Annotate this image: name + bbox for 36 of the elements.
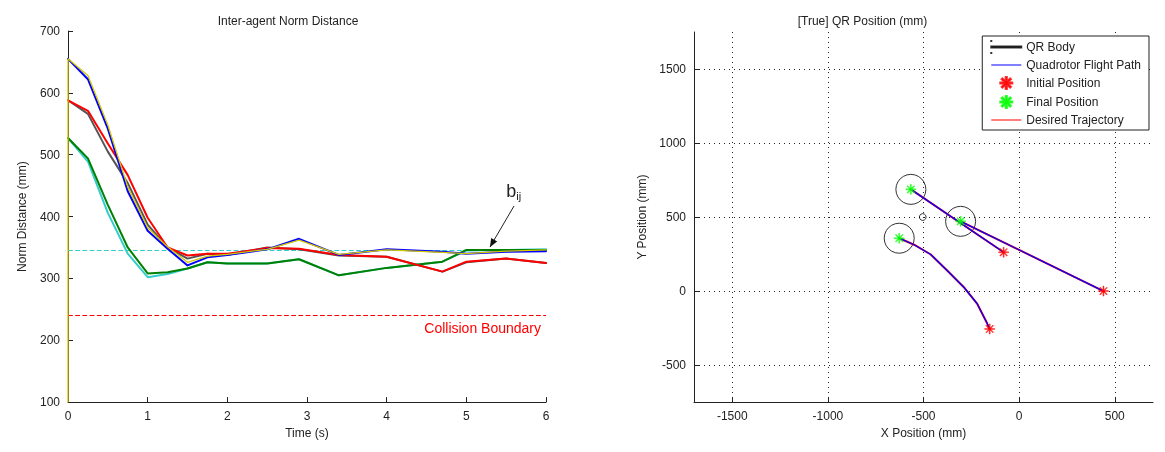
legend-label: Final Position [1026, 95, 1099, 109]
chart-title: Inter-agent Norm Distance [217, 14, 359, 28]
x-tick-label: 0 [1015, 409, 1023, 424]
y-tick-label: 1000 [659, 136, 687, 151]
y-tick-label: 700 [39, 24, 61, 38]
x-tick-label: 0 [64, 409, 72, 424]
x-axis-title: Time (s) [285, 426, 329, 440]
x-tick-label: 6 [542, 409, 550, 424]
legend-label: Quadrotor Flight Path [1026, 58, 1142, 72]
y-tick-label: 1500 [659, 62, 687, 77]
x-tick-label: -500 [911, 409, 936, 424]
x-axis-title: X Position (mm) [880, 426, 967, 440]
x-tick-label: -1500 [716, 409, 748, 424]
legend-label: QR Body [1026, 40, 1075, 54]
y-tick-label: 500 [39, 147, 61, 162]
legend-label: Initial Position [1026, 76, 1101, 90]
x-tick-label: -1000 [812, 409, 844, 424]
x-tick-label: 500 [1104, 409, 1126, 424]
chart-title: [True] QR Position (mm) [797, 14, 928, 28]
x-tick-label: 2 [223, 409, 231, 424]
x-tick-label: 4 [383, 409, 391, 424]
legend-label: Desired Trajectory [1026, 113, 1124, 127]
ref-line-label: Collision Boundary [424, 319, 541, 336]
x-tick-label: 1 [144, 409, 152, 424]
y-tick-label: -500 [661, 358, 687, 373]
y-tick-label: 500 [665, 210, 687, 225]
y-tick-label: 200 [39, 333, 61, 348]
y-axis-title: Norm Distance (mm) [15, 161, 29, 272]
y-tick-label: 400 [39, 209, 61, 224]
x-tick-label: 3 [303, 409, 311, 424]
y-tick-label: 600 [39, 85, 61, 100]
y-axis-title: Y Position (mm) [635, 174, 650, 260]
y-tick-label: 300 [39, 271, 61, 286]
x-tick-label: 5 [462, 409, 470, 424]
y-tick-label: 0 [679, 284, 687, 299]
y-tick-label: 100 [39, 395, 61, 410]
